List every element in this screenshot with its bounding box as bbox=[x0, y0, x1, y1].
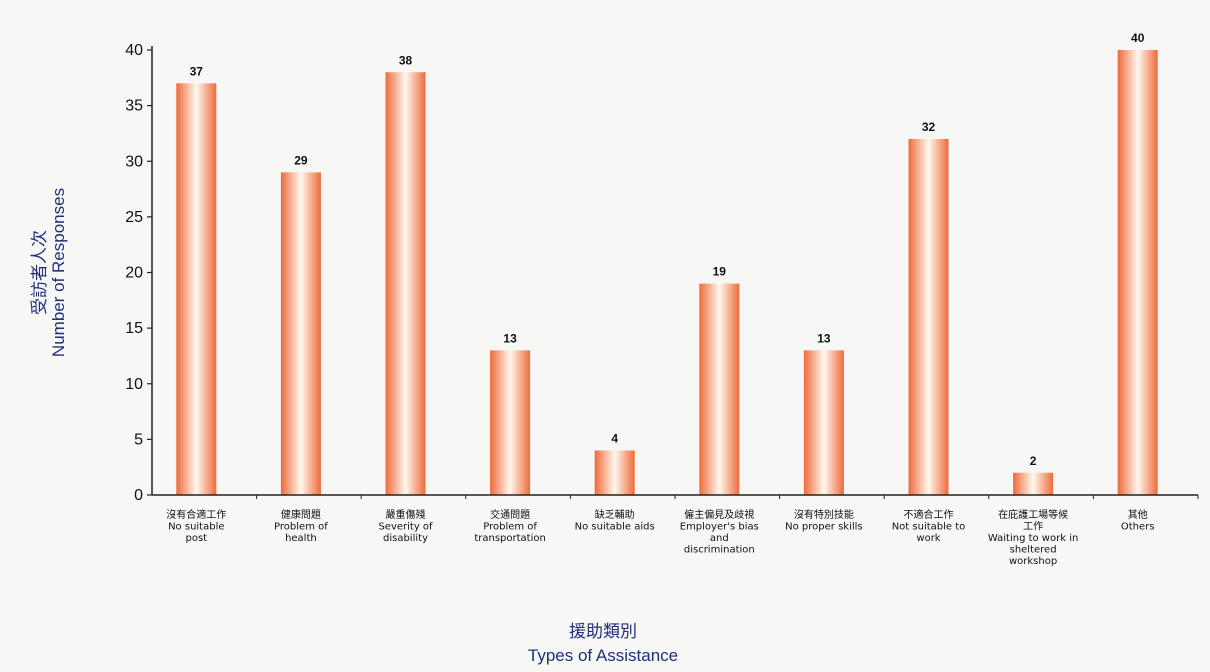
bar-value-label: 13 bbox=[503, 331, 517, 345]
category-label-line: workshop bbox=[1009, 556, 1057, 567]
category-label-line: 其他 bbox=[1128, 508, 1148, 521]
y-tick-label: 35 bbox=[125, 98, 143, 115]
bar-value-label: 19 bbox=[713, 265, 727, 279]
bar-value-label: 37 bbox=[190, 64, 204, 78]
bar bbox=[176, 83, 217, 495]
bar bbox=[803, 350, 844, 495]
category-label-line: discrimination bbox=[684, 545, 755, 556]
category-label: 健康問題 Problem of health bbox=[274, 508, 328, 544]
x-axis-title-zh: 援助類別 bbox=[569, 622, 637, 641]
y-tick-label: 5 bbox=[134, 431, 143, 448]
bar-value-label: 40 bbox=[1131, 31, 1145, 45]
category-label: 交通問題 Problem of transportation bbox=[474, 508, 546, 544]
bar bbox=[1117, 50, 1158, 495]
category-label-line: 健康問題 bbox=[281, 508, 321, 521]
bar-value-label: 38 bbox=[399, 53, 413, 67]
bar bbox=[699, 283, 740, 495]
bar bbox=[280, 172, 321, 495]
category-label-line: Not suitable to bbox=[892, 522, 966, 533]
category-label-line: health bbox=[285, 533, 317, 544]
y-axis-ticks: 0 5 10 15 20 25 30 35 40 bbox=[125, 42, 152, 504]
category-label: 沒有特別技能 No proper skills bbox=[785, 508, 862, 533]
bar-value-label: 32 bbox=[922, 120, 936, 134]
y-tick-label: 30 bbox=[125, 153, 143, 170]
bar-value-label: 4 bbox=[611, 432, 618, 446]
y-tick-label: 0 bbox=[134, 487, 143, 504]
x-axis-title-en: Types of Assistance bbox=[528, 646, 678, 665]
category-label-line: Problem of bbox=[274, 522, 328, 533]
category-label: 缺乏輔助 No suitable aids bbox=[575, 508, 655, 533]
y-tick-label: 10 bbox=[125, 376, 143, 393]
category-label-line: Employer's bias bbox=[680, 522, 759, 533]
bar-value-label: 29 bbox=[294, 153, 308, 167]
y-tick-label: 40 bbox=[125, 42, 143, 59]
bars: 37 29 38 13 4 19 13 32 2 40 bbox=[176, 31, 1158, 495]
category-label: 其他 Others bbox=[1121, 508, 1155, 533]
category-label-line: Problem of bbox=[483, 522, 537, 533]
y-tick-label: 20 bbox=[125, 265, 143, 282]
category-label-line: Others bbox=[1121, 522, 1155, 533]
bar bbox=[490, 350, 531, 495]
category-label: 沒有合適工作 No suitable post bbox=[166, 508, 226, 544]
y-axis-title-zh: 受訪者人次 bbox=[30, 230, 49, 315]
category-label-line: Waiting to work in bbox=[988, 533, 1078, 544]
bar bbox=[385, 72, 426, 495]
category-label-line: No proper skills bbox=[785, 522, 862, 533]
category-label-line: 嚴重傷殘 bbox=[386, 508, 426, 521]
category-label-line: 工作 bbox=[1023, 521, 1043, 533]
category-label: 僱主偏見及歧視 Employer's bias and discrimination bbox=[680, 508, 759, 556]
category-label: 嚴重傷殘 Severity of disability bbox=[378, 508, 433, 544]
category-label-line: transportation bbox=[474, 533, 546, 544]
category-label-line: post bbox=[185, 533, 207, 544]
bar-value-label: 2 bbox=[1030, 454, 1037, 468]
category-label-line: No suitable bbox=[168, 522, 224, 533]
category-label-line: work bbox=[916, 533, 940, 544]
bar bbox=[594, 450, 635, 495]
category-label-line: No suitable aids bbox=[575, 522, 655, 533]
category-label-line: Severity of bbox=[378, 522, 433, 533]
category-label-line: 沒有合適工作 bbox=[166, 508, 226, 521]
category-label-line: 缺乏輔助 bbox=[595, 508, 635, 521]
category-label: 不適合工作 Not suitable to work bbox=[892, 508, 966, 544]
category-label-line: 在庇護工場等候 bbox=[998, 508, 1068, 521]
y-tick-label: 15 bbox=[125, 320, 143, 337]
bar-value-label: 13 bbox=[817, 331, 831, 345]
category-label-line: 僱主偏見及歧視 bbox=[684, 508, 754, 521]
category-label-line: 交通問題 bbox=[490, 508, 530, 521]
y-axis-title-en: Number of Responses bbox=[49, 188, 68, 357]
bar bbox=[1013, 472, 1054, 495]
category-label-line: 沒有特別技能 bbox=[794, 508, 854, 521]
category-label-line: disability bbox=[383, 533, 428, 544]
category-label: 在庇護工場等候工作 Waiting to work in sheltered work… bbox=[988, 508, 1078, 567]
bar bbox=[908, 139, 949, 495]
category-label-line: sheltered bbox=[1010, 545, 1057, 556]
category-label-line: and bbox=[710, 533, 729, 544]
category-label-line: 不適合工作 bbox=[904, 508, 954, 521]
y-tick-label: 25 bbox=[125, 209, 143, 226]
